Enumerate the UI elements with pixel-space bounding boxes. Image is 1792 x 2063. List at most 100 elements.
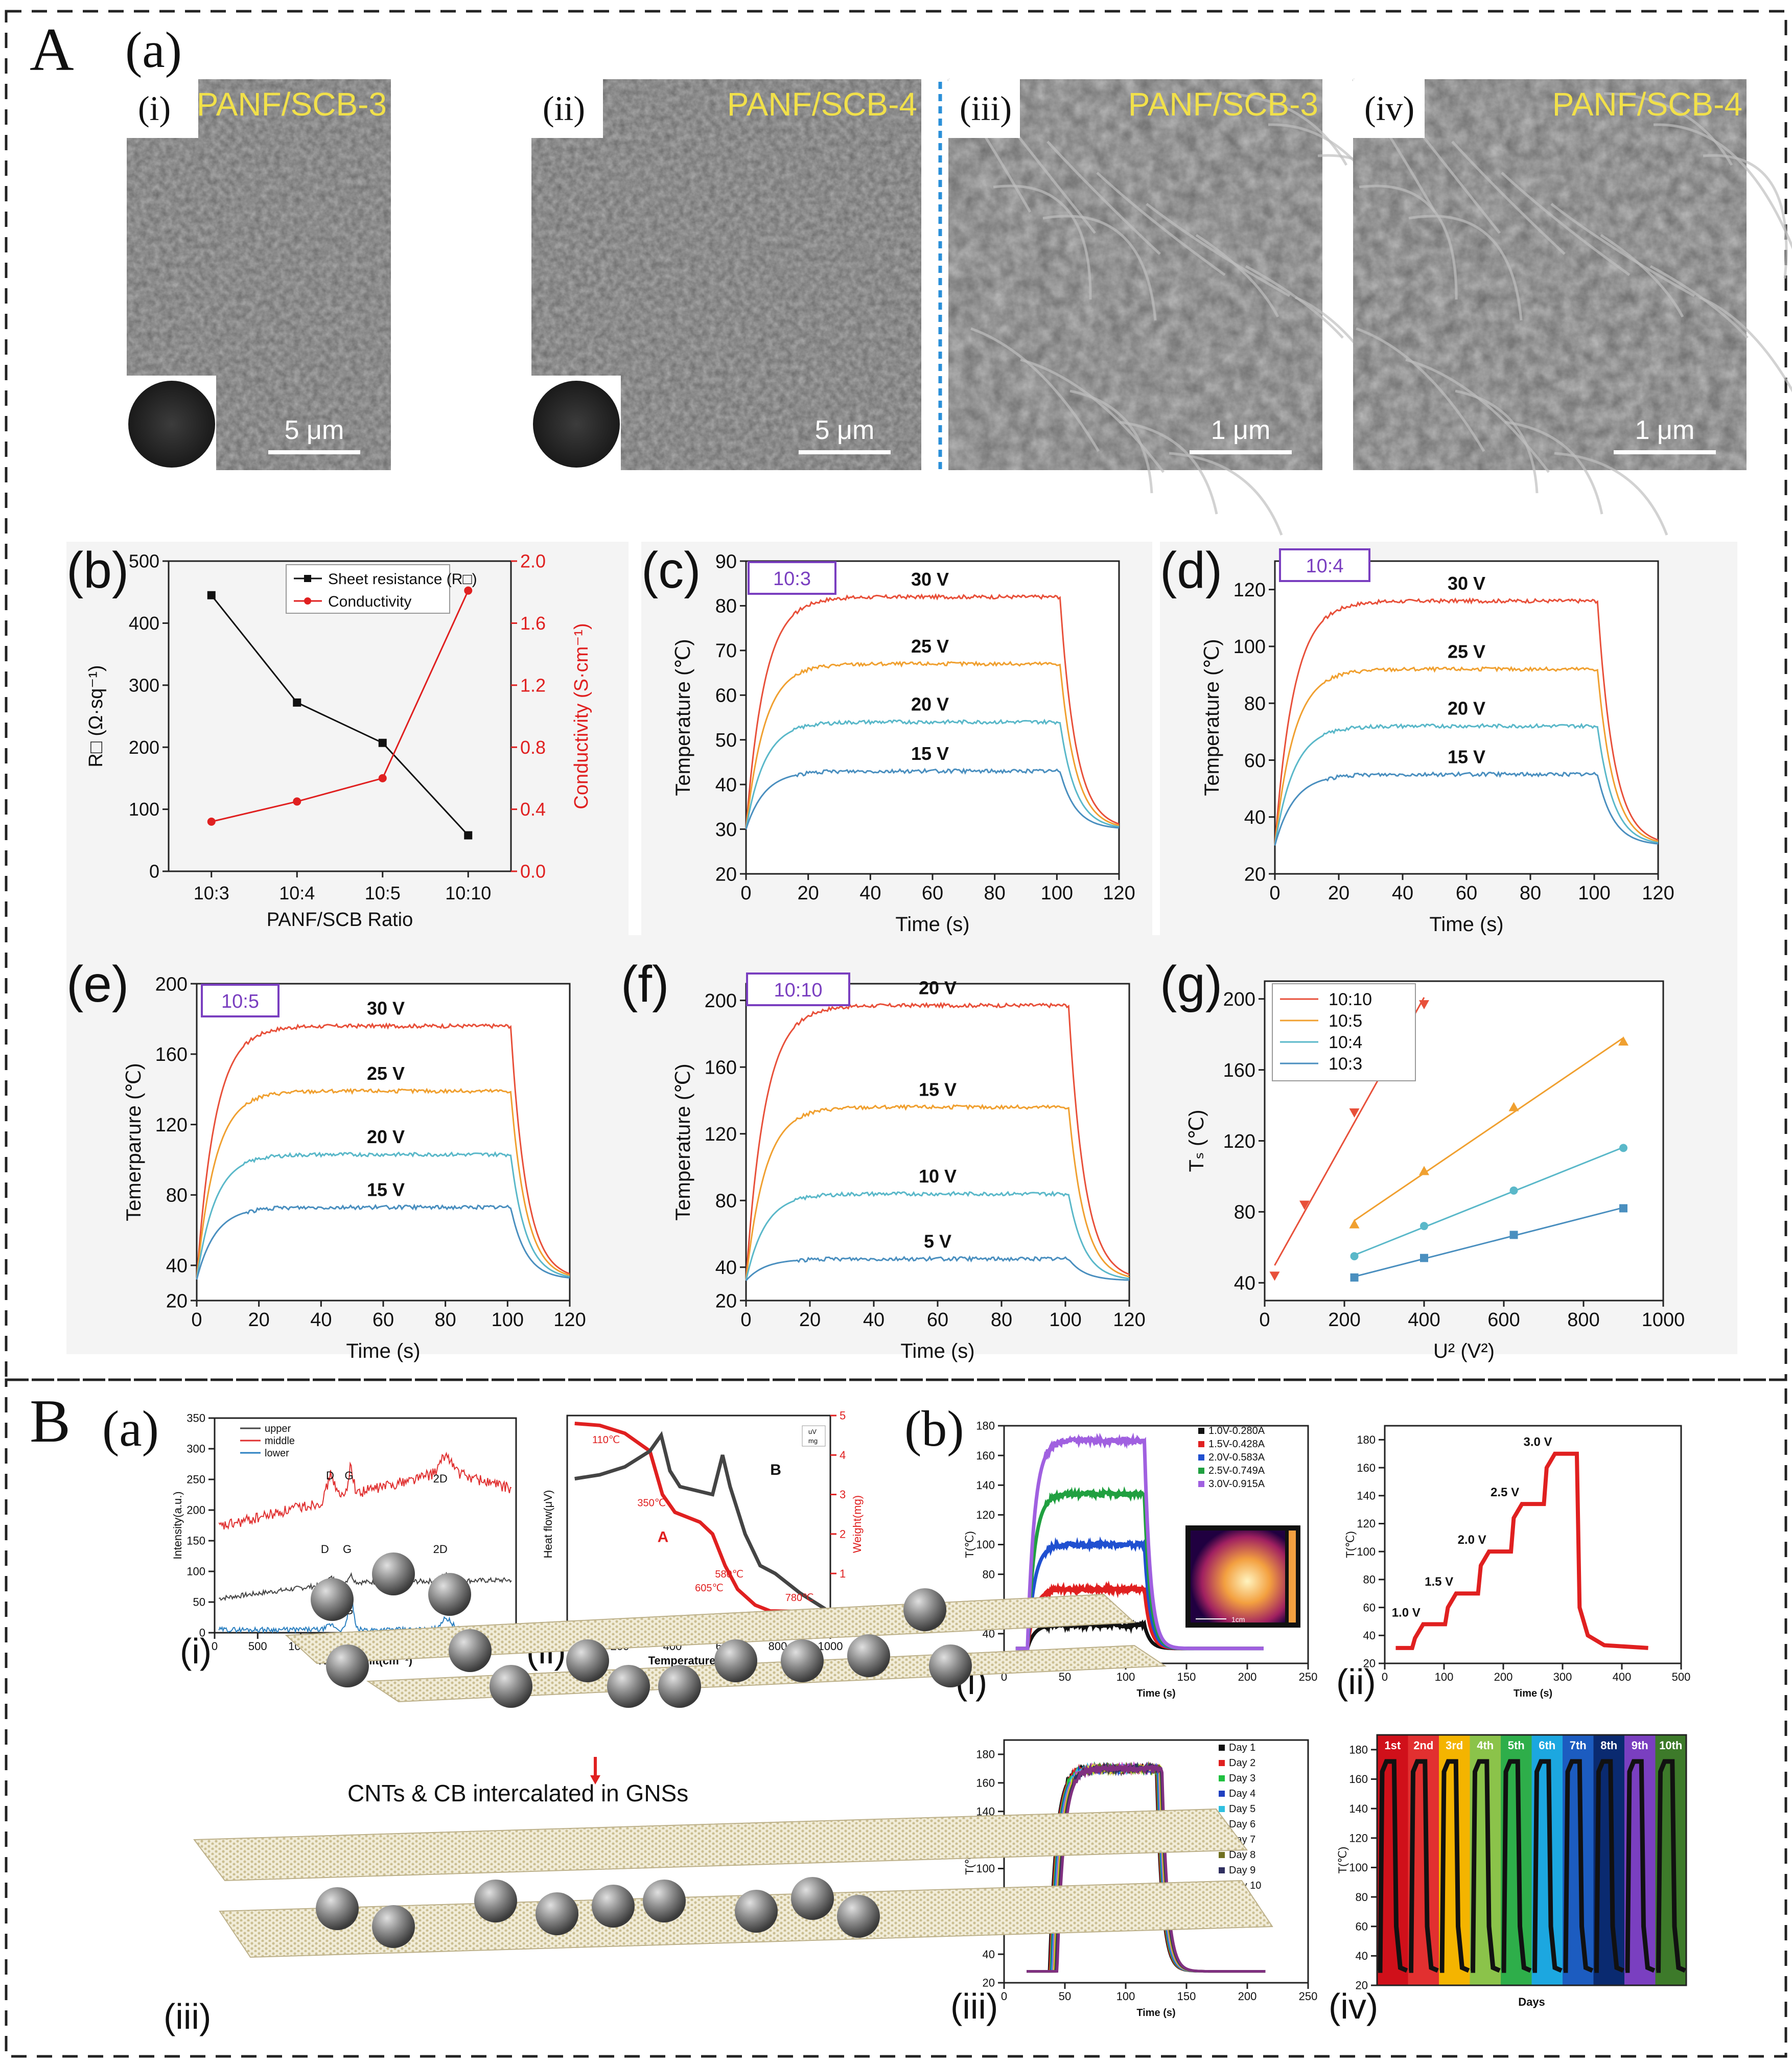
y-tick-label: 80 bbox=[1234, 1202, 1255, 1223]
x-tick-label: 120 bbox=[1103, 883, 1135, 904]
data-point bbox=[1350, 1252, 1359, 1261]
chart-B-b-iv: 20 40 60 80 100 120 140 160 180 Days T(℃) (iv) 1st 2n… bbox=[1329, 1734, 1687, 2026]
x-tick-label: 10:4 bbox=[279, 883, 315, 903]
panel-label-A-a: (a) bbox=[125, 21, 182, 78]
thermal-image-inset: 1cm bbox=[1185, 1525, 1300, 1628]
y2-tick-label: 1.6 bbox=[520, 613, 546, 634]
y-tick-label: 40 bbox=[1356, 1950, 1368, 1962]
sem-texture bbox=[1353, 79, 1747, 470]
y-tick-label: 160 bbox=[1357, 1462, 1376, 1474]
x-axis-label: U² (V²) bbox=[1433, 1340, 1495, 1362]
sem-fiber bbox=[1146, 203, 1291, 297]
y2-tick-label: 0.8 bbox=[520, 737, 546, 758]
day-label: 6th bbox=[1539, 1739, 1555, 1752]
y-tick-label: 160 bbox=[976, 1449, 995, 1462]
x-axis-label: Days bbox=[1518, 1996, 1545, 2008]
carbon-black-sphere bbox=[781, 1639, 824, 1682]
y-axis-label: Temerparure (℃) bbox=[123, 1063, 145, 1221]
y-tick-label: 180 bbox=[976, 1748, 995, 1761]
roman-label: (iv) bbox=[1329, 1986, 1378, 2026]
graphene-sheet bbox=[193, 1808, 1248, 1882]
y-tick-label: 0 bbox=[199, 1627, 205, 1639]
legend-marker bbox=[1219, 1852, 1225, 1858]
y-tick-label: 60 bbox=[715, 685, 737, 707]
sem-fiber bbox=[993, 184, 1092, 300]
x-tick-label: 0 bbox=[1259, 1309, 1270, 1331]
sem-scale-text: 1 μm bbox=[1211, 415, 1271, 445]
roman-label: (ii) bbox=[1336, 1662, 1376, 1702]
data-point bbox=[1299, 1200, 1310, 1210]
y-tick-label: 80 bbox=[1363, 1573, 1376, 1586]
panel-label: (b) bbox=[66, 542, 129, 599]
series-line bbox=[196, 1151, 570, 1280]
y-tick-label: 100 bbox=[976, 1862, 995, 1875]
panel-label-B-b: (b) bbox=[904, 1400, 964, 1457]
legend-label: Day 6 bbox=[1229, 1819, 1255, 1830]
y-tick-label: 60 bbox=[1363, 1601, 1376, 1614]
x-tick-label: 100 bbox=[1578, 883, 1610, 904]
data-point bbox=[1349, 1108, 1360, 1118]
temp-annotation: 580℃ bbox=[715, 1569, 743, 1580]
sem-fiber bbox=[1699, 296, 1792, 393]
y-tick-label: 80 bbox=[166, 1185, 188, 1207]
sem-image-1 bbox=[127, 79, 391, 470]
series-line bbox=[218, 1451, 512, 1530]
voltage-label: 30 V bbox=[911, 569, 949, 590]
series-line bbox=[745, 660, 1120, 829]
legend-marker bbox=[1198, 1441, 1204, 1447]
x-axis-label: Time (s) bbox=[1514, 1688, 1552, 1699]
series-line bbox=[745, 1002, 1130, 1281]
y-axis-label: Temperature (℃) bbox=[1201, 639, 1223, 796]
plot-area bbox=[746, 561, 1119, 874]
sem-fiber bbox=[1451, 141, 1566, 255]
sem-scale-text: 1 μm bbox=[1635, 415, 1695, 445]
day-label: 4th bbox=[1477, 1739, 1494, 1752]
carbon-black-sphere bbox=[735, 1890, 778, 1933]
data-point bbox=[1350, 1273, 1359, 1282]
thermal-heatmap bbox=[1191, 1531, 1285, 1622]
y-tick-label: 80 bbox=[715, 1191, 737, 1212]
x-tick-label: 40 bbox=[859, 883, 881, 904]
chart-A-g: (g) 0 200 400 600 800 1000 40 80 120 160 200 U² (V²)… bbox=[1160, 935, 1737, 1362]
x-axis-label: Time (s) bbox=[1429, 913, 1503, 936]
legend-marker bbox=[1219, 1806, 1225, 1812]
data-point bbox=[1619, 1144, 1627, 1152]
series-line bbox=[211, 590, 469, 823]
y-tick-label: 80 bbox=[1356, 1891, 1368, 1904]
temp-annotation: 110℃ bbox=[592, 1434, 620, 1446]
data-point bbox=[1349, 1219, 1360, 1228]
ratio-badge bbox=[201, 984, 280, 1017]
y-tick-label: 180 bbox=[1357, 1433, 1376, 1446]
carbon-black-sphere bbox=[643, 1880, 686, 1922]
temp-annotation: 350℃ bbox=[637, 1498, 666, 1509]
y-tick-label: 0 bbox=[149, 861, 159, 882]
sem-image-2 bbox=[531, 79, 921, 470]
x-tick-label: 20 bbox=[798, 883, 819, 904]
y-tick-label: 120 bbox=[976, 1509, 995, 1521]
legend-label: Day 1 bbox=[1229, 1742, 1255, 1753]
legend-label: 1.0V-0.280A bbox=[1208, 1425, 1265, 1436]
legend-box bbox=[802, 1425, 826, 1447]
x-axis-label: Time (s) bbox=[1136, 1688, 1175, 1699]
x-tick-label: 40 bbox=[863, 1309, 885, 1331]
y-axis-label: Intensity(a.u.) bbox=[171, 1491, 184, 1559]
legend-marker bbox=[1219, 1775, 1225, 1781]
x-tick-label: 0 bbox=[212, 1640, 218, 1653]
weight-curve bbox=[574, 1421, 826, 1614]
y-tick-label: 120 bbox=[155, 1115, 188, 1136]
y2-axis-label: Conductivity (S·cm⁻¹) bbox=[571, 623, 592, 809]
fit-line bbox=[1354, 1037, 1624, 1221]
legend-marker bbox=[1198, 1428, 1204, 1434]
carbon-black-sphere bbox=[311, 1578, 354, 1621]
curve-label-A: A bbox=[658, 1528, 669, 1545]
y-tick-label: 50 bbox=[193, 1596, 205, 1609]
y-axis-label: T(℃) bbox=[1344, 1531, 1357, 1558]
y-tick-label: 120 bbox=[1357, 1517, 1376, 1530]
voltage-label: 20 V bbox=[911, 694, 949, 715]
carbon-black-sphere bbox=[428, 1573, 471, 1616]
plot-frame bbox=[168, 560, 512, 872]
x-tick-label: 80 bbox=[1520, 883, 1541, 904]
y-tick-label: 100 bbox=[976, 1538, 995, 1551]
